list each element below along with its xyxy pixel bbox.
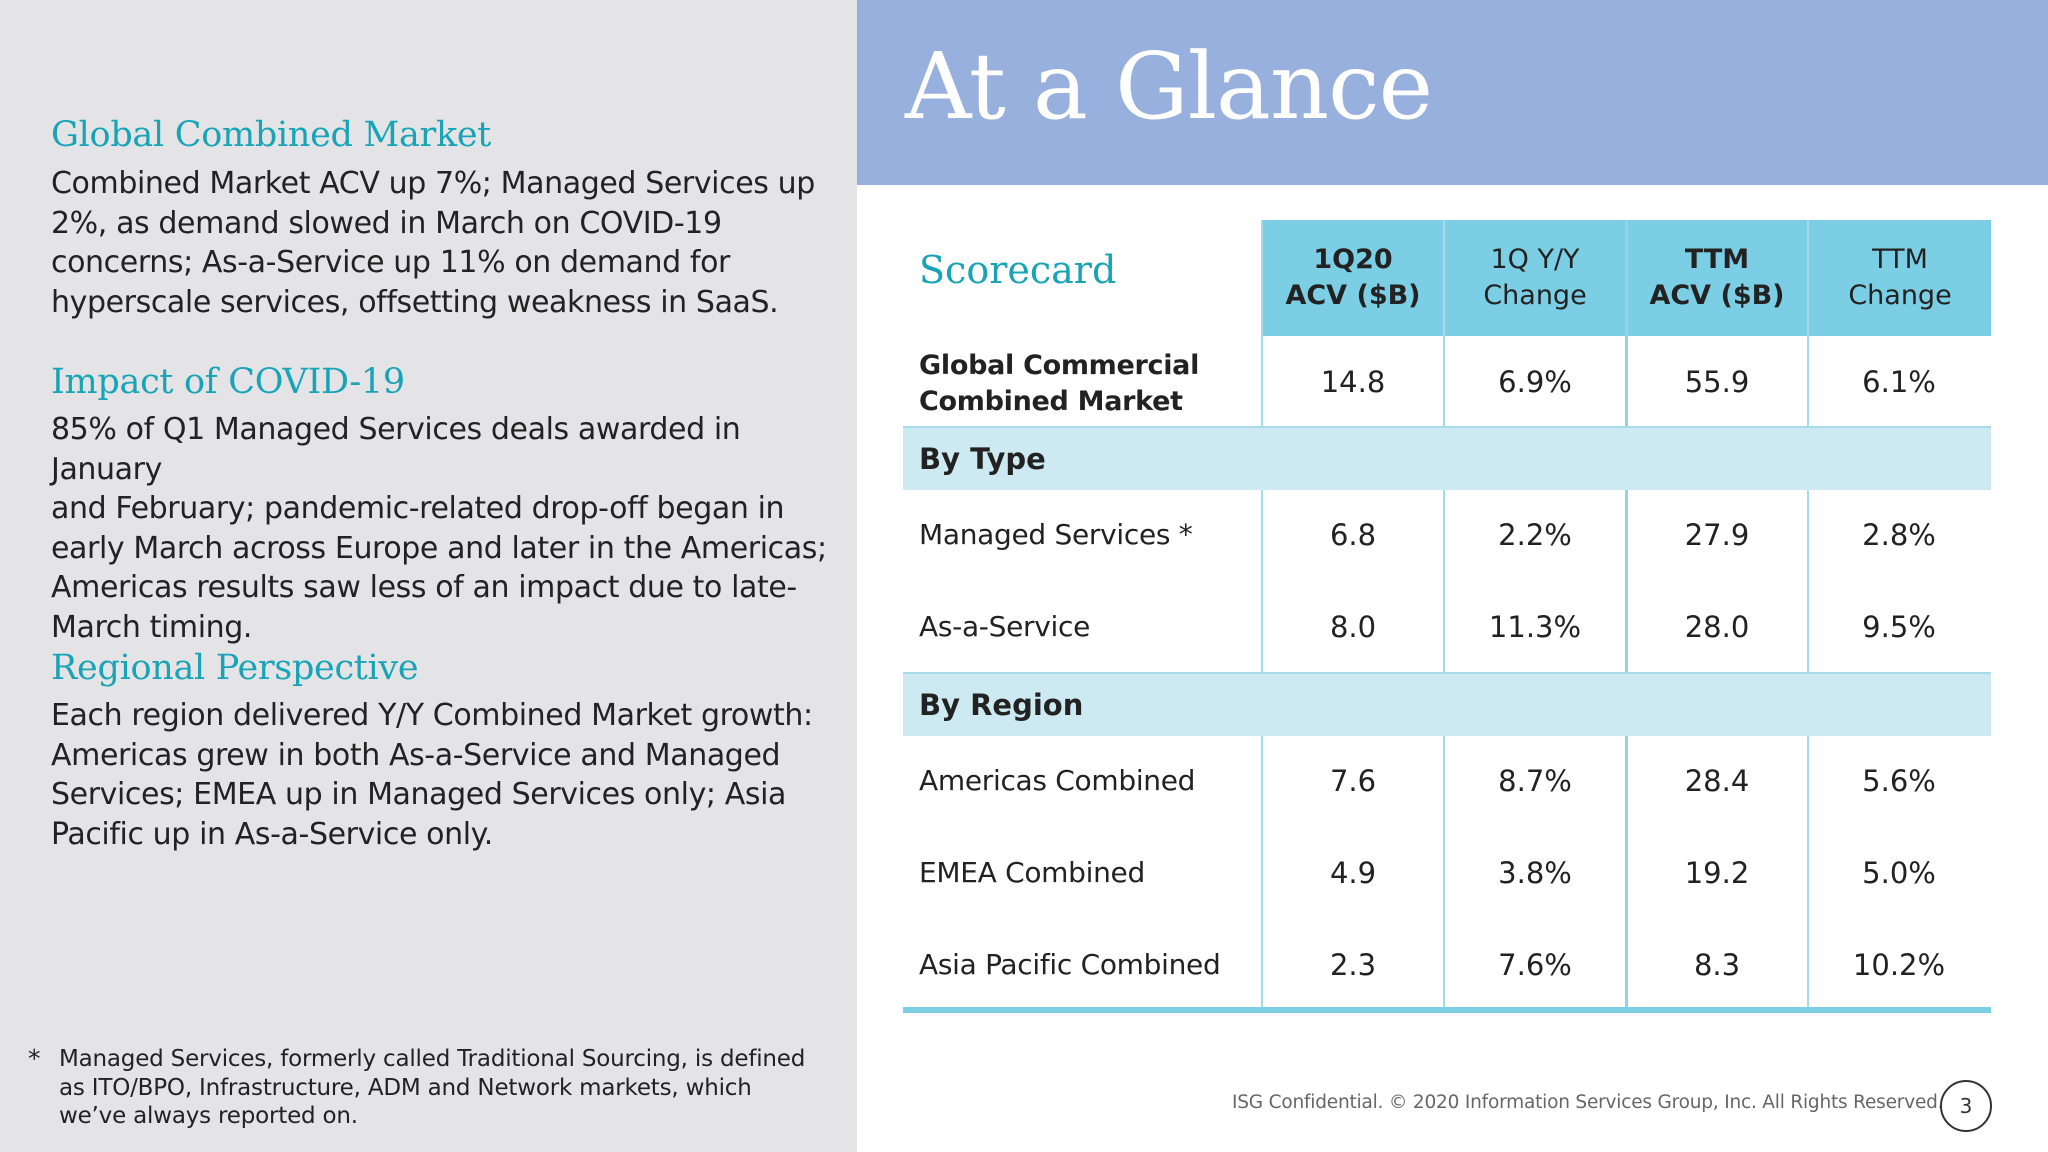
body-line: 2%, as demand slowed in March on COVID-1… (51, 205, 722, 241)
body-line: Combined Market ACV up 7%; Managed Servi… (51, 166, 815, 201)
header-line: Change (1848, 280, 1952, 311)
cell-managed-1q20-acv: 6.8 (1329, 518, 1377, 552)
cell-aas-1q-yy-change: 11.3% (1488, 610, 1582, 644)
header-line: 1Q Y/Y (1490, 244, 1580, 275)
column-divider (1261, 220, 1263, 1007)
cell-americas-ttm-change: 5.6% (1862, 764, 1936, 798)
section-body-global-combined-market: Combined Market ACV up 7%; Managed Servi… (51, 164, 831, 322)
row-label-americas-combined: Americas Combined (919, 764, 1196, 797)
header-line: Change (1483, 280, 1587, 311)
title-banner: At a Glance (857, 0, 2048, 185)
row-label-emea-combined: EMEA Combined (919, 856, 1145, 889)
body-line: March timing. (51, 609, 253, 645)
cell-americas-ttm-acv: 28.4 (1684, 764, 1750, 798)
body-line: Each region delivered Y/Y Combined Marke… (51, 698, 813, 733)
row-label-asia-pacific-combined: Asia Pacific Combined (919, 948, 1221, 981)
cell-americas-1q20-acv: 7.6 (1329, 764, 1377, 798)
scorecard-title: Scorecard (919, 248, 1117, 292)
column-header-1q20-acv: 1Q20 ACV ($B) (1263, 220, 1443, 336)
column-header-ttm-acv: TTM ACV ($B) (1627, 220, 1807, 336)
cell-global-1q20-acv: 14.8 (1320, 365, 1386, 399)
footnote-line: Managed Services, formerly called Tradit… (59, 1046, 806, 1072)
row-label-global-combined-market: Global Commercial Combined Market (919, 348, 1199, 420)
row-label-line: Combined Market (919, 386, 1183, 417)
cell-aas-1q20-acv: 8.0 (1329, 610, 1377, 644)
header-line: ACV ($B) (1649, 280, 1785, 311)
scorecard-table: Scorecard 1Q20 ACV ($B) 1Q Y/Y Change TT… (903, 220, 1991, 1013)
body-line: Americas grew in both As-a-Service and M… (51, 737, 781, 773)
section-band-by-type: By Type (903, 428, 1991, 490)
page-title: At a Glance (905, 33, 1433, 140)
body-line: Americas results saw less of an impact d… (51, 570, 797, 605)
column-header-ttm-change: TTM Change (1809, 220, 1991, 336)
column-divider (1807, 220, 1809, 1007)
header-line: ACV ($B) (1285, 280, 1421, 311)
cell-aas-ttm-change: 9.5% (1862, 610, 1936, 644)
body-line: hyperscale services, offsetting weakness… (51, 284, 779, 320)
section-title-regional-perspective: Regional Perspective (51, 648, 419, 688)
cell-emea-ttm-acv: 19.2 (1684, 856, 1750, 890)
footnote: Managed Services, formerly called Tradit… (59, 1045, 819, 1131)
cell-emea-ttm-change: 5.0% (1862, 856, 1936, 890)
body-line: early March across Europe and later in t… (51, 530, 827, 566)
row-divider (903, 426, 1991, 428)
body-line: Pacific up in As-a-Service only. (51, 816, 493, 852)
column-divider (1625, 220, 1628, 1007)
section-band-by-region: By Region (903, 674, 1991, 736)
cell-managed-1q-yy-change: 2.2% (1498, 518, 1572, 552)
band-label-by-region: By Region (919, 688, 1084, 722)
header-line: TTM (1872, 244, 1928, 275)
section-body-impact-of-covid: 85% of Q1 Managed Services deals awarded… (51, 410, 831, 647)
header-line: 1Q20 (1313, 244, 1393, 275)
column-divider (1443, 220, 1445, 1007)
cell-americas-1q-yy-change: 8.7% (1498, 764, 1572, 798)
row-label-line: Global Commercial (919, 350, 1200, 381)
cell-apac-1q-yy-change: 7.6% (1498, 948, 1572, 982)
footnote-marker: * (28, 1044, 41, 1073)
body-line: 85% of Q1 Managed Services deals awarded… (51, 412, 741, 487)
body-line: Services; EMEA up in Managed Services on… (51, 777, 787, 812)
cell-managed-ttm-change: 2.8% (1862, 518, 1936, 552)
page-number: 3 (1959, 1094, 1973, 1118)
row-divider (903, 672, 1991, 674)
cell-emea-1q20-acv: 4.9 (1329, 856, 1377, 890)
cell-managed-ttm-acv: 27.9 (1684, 518, 1750, 552)
body-line: concerns; As-a-Service up 11% on demand … (51, 245, 730, 280)
section-title-global-combined-market: Global Combined Market (51, 115, 492, 155)
table-bottom-rule (903, 1007, 1991, 1013)
copyright-notice: ISG Confidential. © 2020 Information Ser… (1232, 1092, 1944, 1113)
page-number-badge: 3 (1940, 1080, 1992, 1132)
section-title-impact-of-covid: Impact of COVID-19 (51, 362, 405, 402)
band-label-by-type: By Type (919, 442, 1046, 476)
cell-apac-1q20-acv: 2.3 (1329, 948, 1377, 982)
header-line: TTM (1684, 244, 1750, 275)
cell-global-ttm-change: 6.1% (1862, 365, 1936, 399)
footnote-line: we’ve always reported on. (59, 1103, 358, 1129)
left-panel: Global Combined Market Combined Market A… (0, 0, 857, 1152)
section-body-regional-perspective: Each region delivered Y/Y Combined Marke… (51, 696, 831, 854)
body-line: and February; pandemic-related drop-off … (51, 491, 785, 526)
cell-apac-ttm-acv: 8.3 (1693, 948, 1741, 982)
row-label-as-a-service: As-a-Service (919, 610, 1090, 643)
cell-aas-ttm-acv: 28.0 (1684, 610, 1750, 644)
cell-global-ttm-acv: 55.9 (1684, 365, 1750, 399)
column-header-1q-yy-change: 1Q Y/Y Change (1445, 220, 1625, 336)
cell-emea-1q-yy-change: 3.8% (1498, 856, 1572, 890)
cell-global-1q-yy-change: 6.9% (1498, 365, 1572, 399)
footnote-line: as ITO/BPO, Infrastructure, ADM and Netw… (59, 1074, 752, 1101)
cell-apac-ttm-change: 10.2% (1852, 948, 1946, 982)
row-label-managed-services: Managed Services * (919, 518, 1193, 551)
